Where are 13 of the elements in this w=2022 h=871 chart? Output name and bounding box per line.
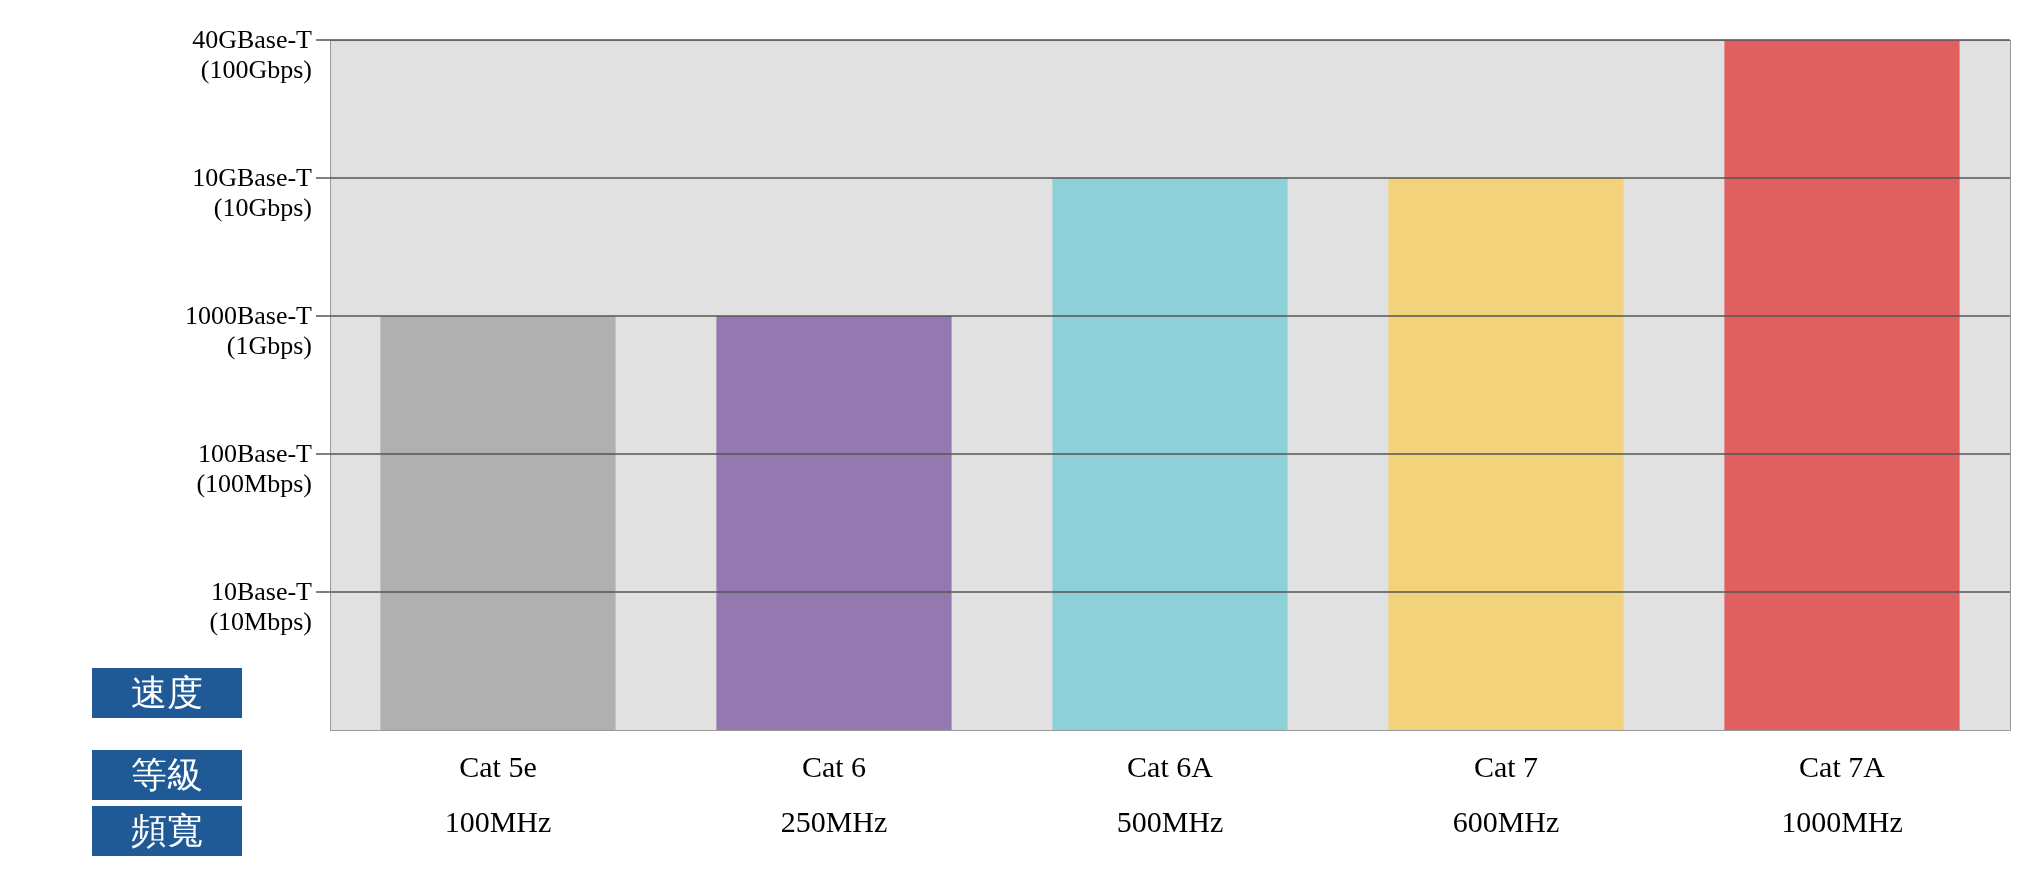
text: 頻寬 [92, 806, 242, 856]
ref-line-label: 10GBase-T (10Gbps) [192, 163, 313, 222]
ref-line-label: 40GBase-T (100Gbps) [192, 25, 313, 84]
y-axis-title: 速度 [92, 668, 242, 718]
x-tick-label: Cat 6 250MHz [780, 749, 888, 838]
x-axis-title: 等級 [92, 750, 242, 800]
ref-line-label: 10Base-T (10Mbps) [209, 577, 313, 636]
x-tick-label: Cat 5e 100MHz [444, 749, 552, 838]
x-tick-label: Cat 6A 500MHz [1116, 749, 1224, 838]
ref-line-label: 1000Base-T (1Gbps) [184, 301, 313, 360]
x-tick-label: Cat 7A 1000MHz [1781, 749, 1903, 838]
x-tick-label: Cat 7 600MHz [1452, 749, 1560, 838]
ref-line-label: 100Base-T (100Mbps) [196, 439, 313, 498]
